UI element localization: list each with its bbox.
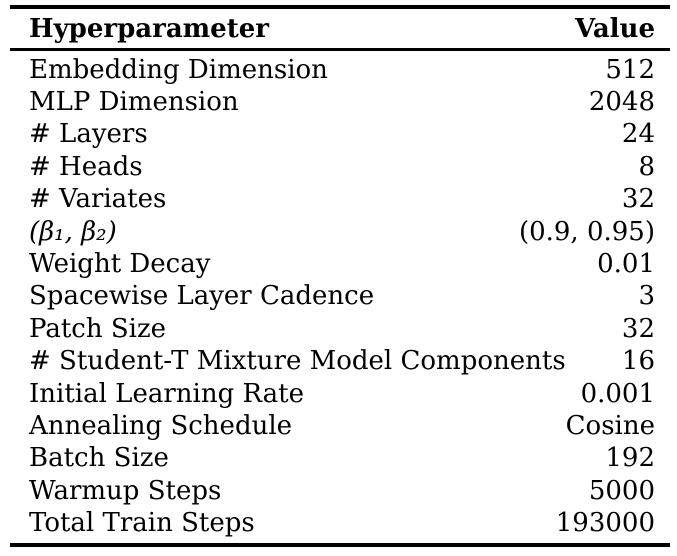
hyperparameter-value: Cosine [565,410,655,441]
hyperparameter-name: Annealing Schedule [29,410,293,441]
hyperparameter-name: Initial Learning Rate [29,378,304,409]
table-row: Warmup Steps 5000 [10,475,670,507]
table-row: # Variates 32 [10,183,670,215]
hyperparameter-value: 8 [638,151,655,182]
column-header-hyperparameter: Hyperparameter [29,13,269,44]
column-header-value: Value [575,13,655,44]
hyperparameter-value: 24 [621,119,655,150]
hyperparameter-value: 32 [621,313,655,344]
hyperparameter-value: 192 [605,443,655,474]
hyperparameter-name: Weight Decay [29,249,211,280]
hyperparameter-value: 0.001 [580,378,655,409]
table-row: # Student-T Mixture Model Components 16 [10,345,670,377]
hyperparameter-name: Embedding Dimension [29,54,328,85]
table-bottom-rule [10,543,670,548]
table-body: Embedding Dimension 512 MLP Dimension 20… [10,51,670,544]
hyperparameter-name: (β₁, β₂) [29,216,117,247]
table-row: # Heads 8 [10,151,670,183]
hyperparameter-table: Hyperparameter Value Embedding Dimension… [10,5,670,548]
hyperparameter-name: Spacewise Layer Cadence [29,281,375,312]
hyperparameter-name: MLP Dimension [29,87,239,118]
table-row: MLP Dimension 2048 [10,86,670,118]
table-row: Spacewise Layer Cadence 3 [10,280,670,312]
table-top-rule [10,5,670,9]
hyperparameter-value: 512 [605,54,655,85]
table-row: Total Train Steps 193000 [10,507,670,539]
hyperparameter-name: Batch Size [29,443,169,474]
hyperparameter-name: # Heads [29,151,143,182]
table-row: Embedding Dimension 512 [10,54,670,86]
table-row: (β₁, β₂) (0.9, 0.95) [10,215,670,247]
hyperparameter-value: (0.9, 0.95) [518,216,655,247]
table-header-rule [10,48,670,51]
table-row: Batch Size 192 [10,442,670,474]
hyperparameter-name: # Layers [29,119,148,150]
hyperparameter-name: # Variates [29,184,167,215]
table-row: Annealing Schedule Cosine [10,410,670,442]
hyperparameter-value: 32 [621,184,655,215]
table-row: Weight Decay 0.01 [10,248,670,280]
hyperparameter-value: 193000 [555,508,655,539]
hyperparameter-value: 2048 [588,87,655,118]
hyperparameter-name: Warmup Steps [29,475,222,506]
hyperparameter-name: # Student-T Mixture Model Components [29,346,566,377]
hyperparameter-value: 16 [621,346,655,377]
hyperparameter-value: 0.01 [597,249,655,280]
hyperparameter-value: 5000 [588,475,655,506]
table-header-row: Hyperparameter Value [10,9,670,48]
table-row: Initial Learning Rate 0.001 [10,377,670,409]
table-row: # Layers 24 [10,118,670,150]
hyperparameter-value: 3 [638,281,655,312]
hyperparameter-name: Total Train Steps [29,508,255,539]
table-row: Patch Size 32 [10,313,670,345]
hyperparameter-name: Patch Size [29,313,167,344]
